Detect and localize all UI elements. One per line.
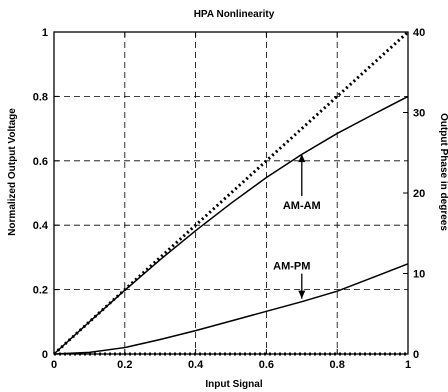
y2-tick-label: 10 bbox=[413, 269, 425, 281]
tick-marks bbox=[53, 31, 409, 355]
chart-title: HPA Nonlinearity bbox=[194, 9, 275, 20]
annotation-label-am-pm: AM-PM bbox=[273, 261, 310, 273]
x-tick-label: 0.4 bbox=[188, 359, 204, 371]
y2-axis-title: Output Phase in degrees bbox=[438, 113, 448, 231]
y-tick-label: 0.6 bbox=[33, 156, 48, 168]
y2-tick-label: 20 bbox=[413, 188, 425, 200]
x-tick-label: 0.6 bbox=[259, 359, 274, 371]
annotation-label-am-am: AM-AM bbox=[283, 200, 321, 212]
y-tick-label: 0 bbox=[42, 349, 48, 361]
x-axis-title: Input Signal bbox=[205, 379, 262, 390]
series-reference-2 bbox=[52, 30, 410, 356]
annotation-arrowhead bbox=[298, 154, 306, 163]
y2-tick-label: 40 bbox=[413, 27, 425, 39]
y-tick-label: 1 bbox=[42, 27, 48, 39]
x-tick-label: 1 bbox=[405, 359, 411, 371]
y-axis-title: Normalized Output Voltage bbox=[7, 108, 18, 236]
grid-lines bbox=[54, 32, 408, 354]
y-tick-label: 0.4 bbox=[33, 220, 49, 232]
y-tick-label: 0.8 bbox=[33, 91, 48, 103]
y2-tick-label: 30 bbox=[413, 108, 425, 120]
y2-tick-label: 0 bbox=[413, 349, 419, 361]
series-lines bbox=[52, 30, 410, 356]
x-tick-label: 0.2 bbox=[117, 359, 132, 371]
x-tick-label: 0 bbox=[51, 359, 57, 371]
annotation-arrowhead bbox=[298, 290, 306, 299]
series-am-pm bbox=[53, 263, 409, 355]
x-tick-label: 0.8 bbox=[330, 359, 345, 371]
series-am-am bbox=[53, 95, 409, 355]
y-tick-label: 0.2 bbox=[33, 285, 48, 297]
annotations: AM-AM AM-PM bbox=[273, 154, 321, 299]
